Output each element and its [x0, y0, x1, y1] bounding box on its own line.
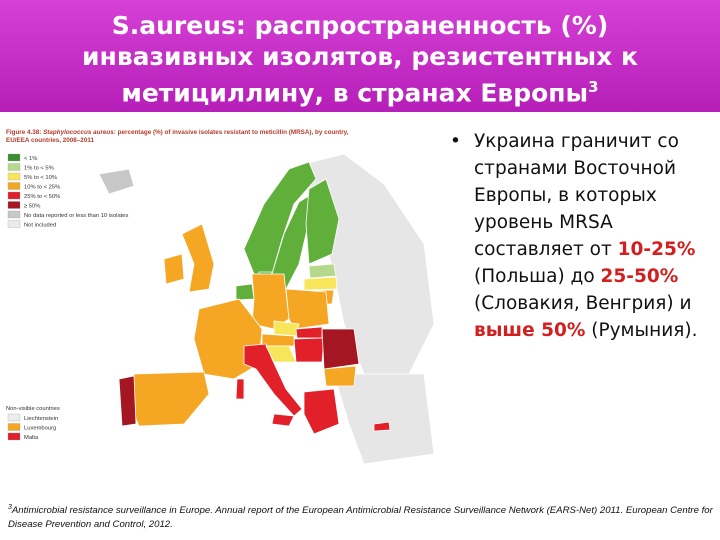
- country-shape: [303, 276, 338, 291]
- bullet-dot: •: [450, 131, 461, 152]
- legend-swatch: [7, 432, 21, 441]
- non-visible-list: Liechtenstein Luxembourg Malta: [7, 413, 58, 441]
- legend-swatch: [7, 191, 21, 200]
- legend-swatch: [7, 172, 21, 181]
- legend-swatch: [7, 182, 21, 190]
- country-shape: [163, 253, 185, 285]
- country-shape: [305, 178, 340, 265]
- bullet-part: (Словакия, Венгрия) и: [474, 293, 692, 314]
- caption-label-text: Figure 4.38:: [6, 129, 41, 136]
- country-shape: [235, 378, 245, 400]
- country-shape: [181, 223, 215, 293]
- legend-swatch: [7, 201, 21, 209]
- countries: [98, 153, 435, 465]
- bullet-text: Украина граничит со странами Восточной Е…: [474, 128, 710, 344]
- caption-rest: : percentage (%) of invasive isolates re…: [114, 129, 349, 136]
- caption-species: Staphylococcus aureus: [43, 129, 114, 136]
- non-visible-title: Non-visible countries: [6, 406, 60, 412]
- country-shape: [303, 388, 340, 435]
- country-shape: [285, 288, 330, 330]
- bullet-part: (Румыния).: [585, 320, 698, 341]
- legend-swatch: [7, 220, 21, 228]
- legend-label: No data reported or less than 10 isolate…: [24, 213, 129, 219]
- legend-label: 10% to < 25%: [24, 185, 60, 191]
- country-shape: [321, 328, 360, 370]
- legend-label: Malta: [24, 435, 39, 441]
- legend-swatch: [7, 423, 21, 431]
- footnote: 3Antimicrobial resistance surveillance i…: [8, 501, 718, 532]
- title: S.aureus: распространенность (%) инвазив…: [82, 11, 638, 108]
- footnote-text: Antimicrobial resistance surveillance in…: [8, 505, 713, 531]
- legend-label: 5% to < 10%: [24, 175, 57, 181]
- bullet-part: Украина граничит со странами Восточной Е…: [474, 131, 679, 260]
- caption-line2: EU/EEA countries, 2008–2011: [6, 137, 94, 144]
- footnote-mark: 3: [8, 504, 12, 511]
- legend-swatch: [7, 210, 21, 219]
- highlight-text: 25-50%: [600, 266, 679, 287]
- country-shape: [308, 263, 337, 279]
- country-shape: [118, 375, 137, 427]
- legend-label: 1% to < 5%: [24, 166, 54, 172]
- country-shape: [235, 283, 255, 301]
- legend-label: Luxembourg: [24, 426, 56, 432]
- legend-swatch: [7, 163, 21, 171]
- legend: < 1% 1% to < 5% 5% to < 10% 10% to < 25% 25%…: [7, 153, 129, 229]
- country-shape: [131, 371, 210, 427]
- legend-label: ≥ 50%: [24, 204, 40, 210]
- legend-label: 25% to < 50%: [24, 194, 60, 200]
- legend-label: Liechtenstein: [24, 416, 58, 422]
- country-shape: [323, 365, 357, 387]
- country-shape: [333, 373, 435, 465]
- country-shape: [373, 421, 391, 432]
- caption-label: Figure 4.38: Staphylococcus aureus: perc…: [6, 129, 349, 136]
- country-shape: [295, 326, 323, 339]
- highlight-text: выше 50%: [474, 320, 586, 341]
- legend-swatch: [7, 413, 21, 422]
- country-shape: [271, 413, 295, 427]
- bullet: • Украина граничит со странами Восточной …: [448, 128, 710, 344]
- legend-label: Not included: [24, 223, 56, 229]
- country-shape: [293, 337, 325, 363]
- country-shape: [273, 320, 300, 337]
- legend-swatch: [7, 153, 21, 162]
- country-shape: [98, 168, 135, 195]
- bullet-part: (Польша) до: [474, 266, 601, 287]
- map-figure: Figure 4.38: Staphylococcus aureus: perc…: [6, 129, 435, 465]
- highlight-text: 10-25%: [617, 239, 696, 260]
- country-shape: [261, 333, 295, 347]
- title-bar: S.aureus: распространенность (%) инвазив…: [0, 0, 720, 112]
- legend-label: < 1%: [24, 156, 37, 162]
- title-footnote-mark: 3: [588, 78, 599, 96]
- country-shape: [251, 273, 290, 330]
